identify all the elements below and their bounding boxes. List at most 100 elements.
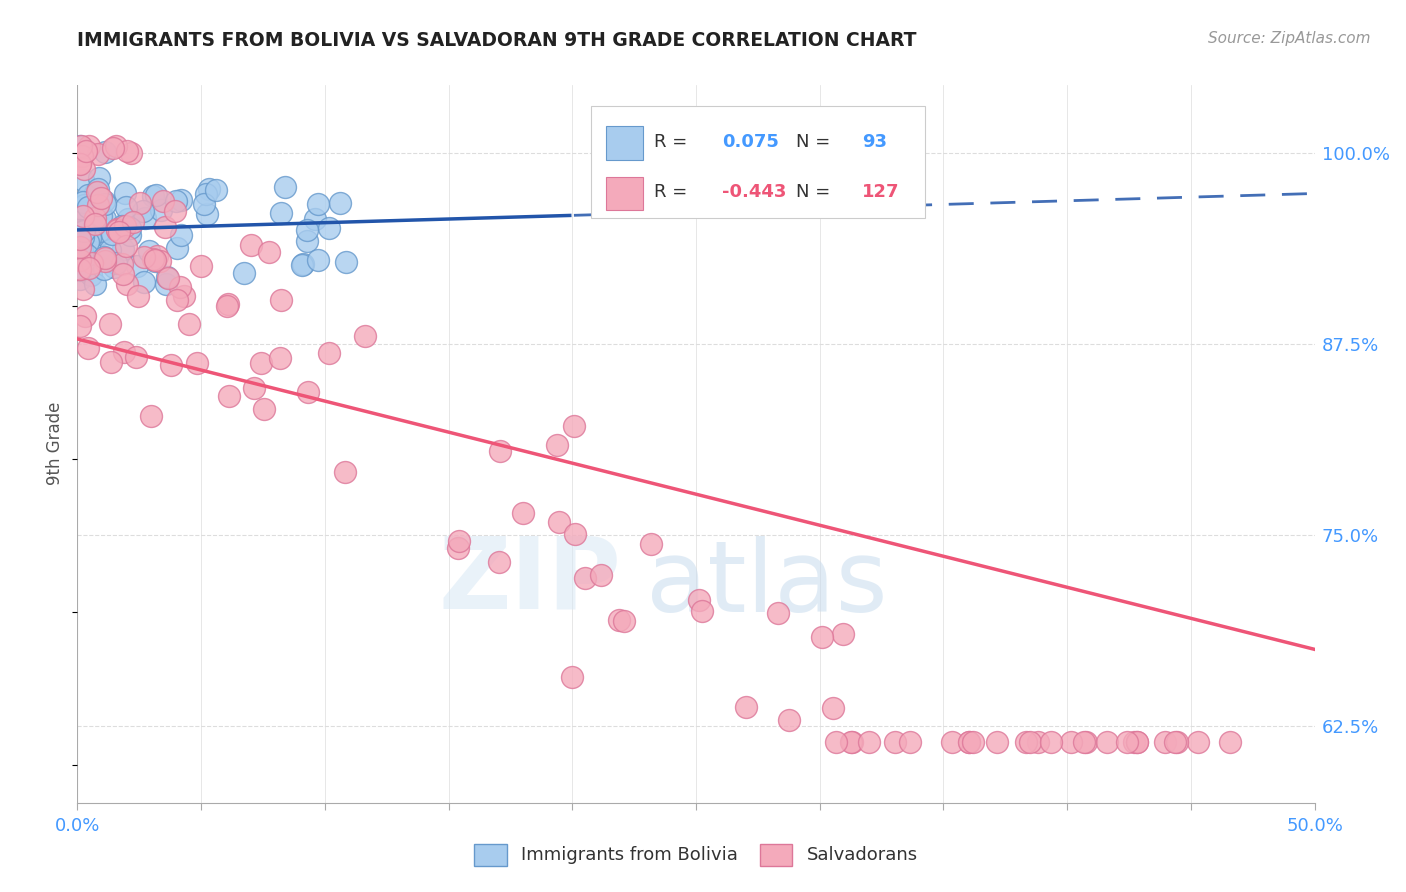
Point bbox=[69, 261, 91, 276]
Point bbox=[858, 734, 880, 748]
Point bbox=[77, 139, 100, 153]
FancyBboxPatch shape bbox=[591, 106, 925, 218]
Point bbox=[111, 257, 134, 271]
Point bbox=[318, 221, 340, 235]
Point bbox=[105, 256, 128, 270]
Point bbox=[962, 734, 984, 748]
Point bbox=[72, 230, 94, 244]
Point bbox=[269, 351, 291, 366]
Point bbox=[111, 242, 134, 256]
Point bbox=[1187, 734, 1209, 748]
Point bbox=[243, 380, 266, 394]
Point bbox=[179, 317, 201, 331]
Point bbox=[195, 207, 218, 221]
Point bbox=[80, 212, 103, 227]
Point bbox=[613, 614, 636, 628]
Point bbox=[72, 223, 94, 237]
Point bbox=[70, 237, 93, 252]
Point bbox=[77, 230, 100, 244]
Point bbox=[986, 734, 1008, 748]
Text: Source: ZipAtlas.com: Source: ZipAtlas.com bbox=[1208, 31, 1371, 46]
Point bbox=[84, 211, 107, 226]
Point bbox=[218, 389, 240, 403]
Point bbox=[250, 356, 273, 370]
Point bbox=[117, 277, 139, 292]
Point bbox=[111, 219, 134, 234]
Point bbox=[766, 606, 789, 620]
Point bbox=[1219, 734, 1241, 748]
Point bbox=[94, 251, 117, 265]
Point bbox=[114, 186, 136, 200]
Point bbox=[72, 282, 94, 296]
Point bbox=[307, 196, 329, 211]
Point bbox=[127, 289, 149, 303]
Point bbox=[69, 232, 91, 246]
Point bbox=[170, 194, 193, 208]
Point bbox=[173, 288, 195, 302]
Point bbox=[76, 247, 98, 261]
Point bbox=[77, 260, 100, 274]
Point bbox=[138, 244, 160, 259]
Point bbox=[69, 223, 91, 237]
Point bbox=[87, 170, 110, 185]
Point bbox=[90, 209, 112, 223]
Point bbox=[1060, 734, 1083, 748]
Point bbox=[93, 254, 115, 268]
Point bbox=[69, 262, 91, 277]
Point bbox=[93, 262, 115, 277]
Point bbox=[69, 229, 91, 244]
Point bbox=[80, 268, 103, 283]
Point bbox=[76, 341, 98, 355]
Point bbox=[153, 220, 176, 235]
Point bbox=[1019, 734, 1042, 748]
Point bbox=[884, 734, 907, 748]
Point bbox=[73, 197, 96, 211]
Point bbox=[101, 141, 124, 155]
Point bbox=[329, 196, 352, 211]
Point bbox=[72, 242, 94, 256]
Point bbox=[333, 465, 356, 479]
Point bbox=[69, 261, 91, 276]
Point bbox=[79, 231, 101, 245]
Point bbox=[115, 200, 138, 214]
Point bbox=[105, 223, 128, 237]
Point bbox=[291, 259, 314, 273]
Point bbox=[77, 187, 100, 202]
Point bbox=[734, 700, 756, 714]
Point bbox=[125, 259, 148, 273]
Point bbox=[270, 206, 292, 220]
Point bbox=[89, 199, 111, 213]
Point bbox=[73, 309, 96, 323]
Point bbox=[1166, 734, 1188, 748]
Point bbox=[76, 200, 98, 214]
Text: N =: N = bbox=[796, 183, 837, 201]
Point bbox=[75, 145, 97, 159]
Point bbox=[131, 204, 153, 219]
Point bbox=[145, 254, 167, 268]
Point bbox=[73, 222, 96, 236]
FancyBboxPatch shape bbox=[606, 177, 643, 210]
Point bbox=[778, 713, 800, 727]
Point bbox=[139, 409, 162, 423]
Point bbox=[841, 734, 863, 748]
Point bbox=[447, 533, 470, 548]
Point bbox=[688, 592, 710, 607]
Point bbox=[73, 224, 96, 238]
Point bbox=[108, 225, 131, 239]
Point bbox=[69, 235, 91, 250]
Point bbox=[165, 203, 187, 218]
Point bbox=[169, 280, 191, 294]
Point bbox=[152, 194, 174, 209]
Point bbox=[120, 146, 142, 161]
Point bbox=[1015, 734, 1038, 748]
Point bbox=[94, 212, 117, 227]
Point bbox=[129, 195, 152, 210]
Point bbox=[112, 267, 135, 281]
Point bbox=[134, 211, 156, 225]
Point bbox=[98, 243, 121, 257]
Point bbox=[898, 734, 921, 748]
Point bbox=[143, 252, 166, 267]
Point bbox=[73, 161, 96, 176]
Point bbox=[1076, 734, 1098, 748]
Point bbox=[232, 266, 254, 280]
